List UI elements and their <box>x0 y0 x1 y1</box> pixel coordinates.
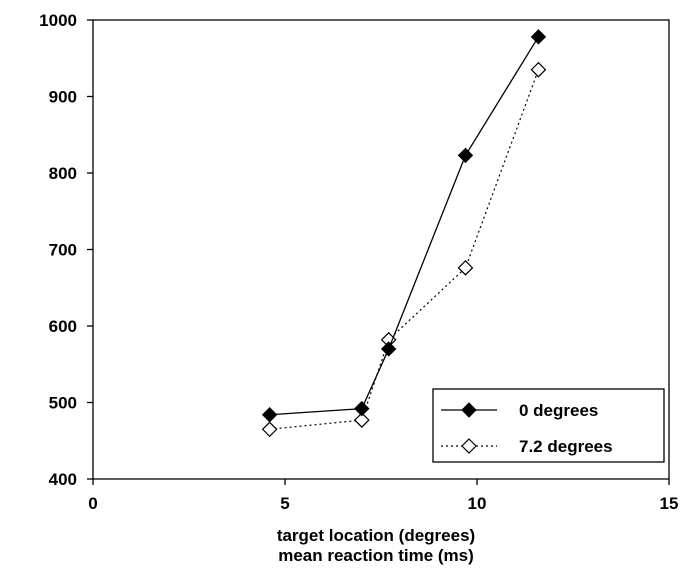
y-tick-label: 800 <box>49 164 77 183</box>
x-tick-label: 15 <box>660 494 679 513</box>
data-point <box>354 400 370 417</box>
x-axis-subtitle: mean reaction time (ms) <box>278 546 474 565</box>
data-point <box>353 412 370 428</box>
legend-label: 0 degrees <box>519 401 598 420</box>
x-axis-title: target location (degrees) <box>277 526 475 545</box>
y-tick-label: 1000 <box>39 11 77 30</box>
y-axis: 400 500 600 700 800 900 1000 <box>39 11 93 489</box>
legend-items: 0 degrees 7.2 degrees <box>441 401 613 456</box>
data-point <box>530 61 547 78</box>
data-point <box>457 147 474 164</box>
data-point <box>380 341 397 357</box>
legend: 0 degrees 7.2 degrees <box>432 388 665 463</box>
legend-item: 7.2 degrees <box>441 437 613 456</box>
y-tick-label: 700 <box>49 241 77 260</box>
y-tick-label: 500 <box>49 394 77 413</box>
data-point <box>457 260 474 276</box>
series-filled <box>261 29 547 423</box>
series-line <box>269 36 539 416</box>
y-tick-label: 900 <box>49 88 77 107</box>
series-layer <box>261 29 547 438</box>
data-point <box>261 421 278 438</box>
series-line <box>269 69 540 430</box>
x-tick-label: 5 <box>280 494 289 513</box>
x-tick-label: 10 <box>468 494 487 513</box>
data-point <box>530 29 547 45</box>
legend-marker <box>461 438 477 454</box>
series-open <box>261 61 547 438</box>
x-tick-label: 0 <box>88 494 97 513</box>
data-point <box>261 407 278 423</box>
legend-marker <box>461 402 477 418</box>
y-tick-label: 600 <box>49 317 77 336</box>
legend-label: 7.2 degrees <box>519 437 613 456</box>
legend-item: 0 degrees <box>441 401 598 420</box>
x-axis: 0 5 10 15 <box>88 479 678 513</box>
y-tick-label: 400 <box>49 470 77 489</box>
